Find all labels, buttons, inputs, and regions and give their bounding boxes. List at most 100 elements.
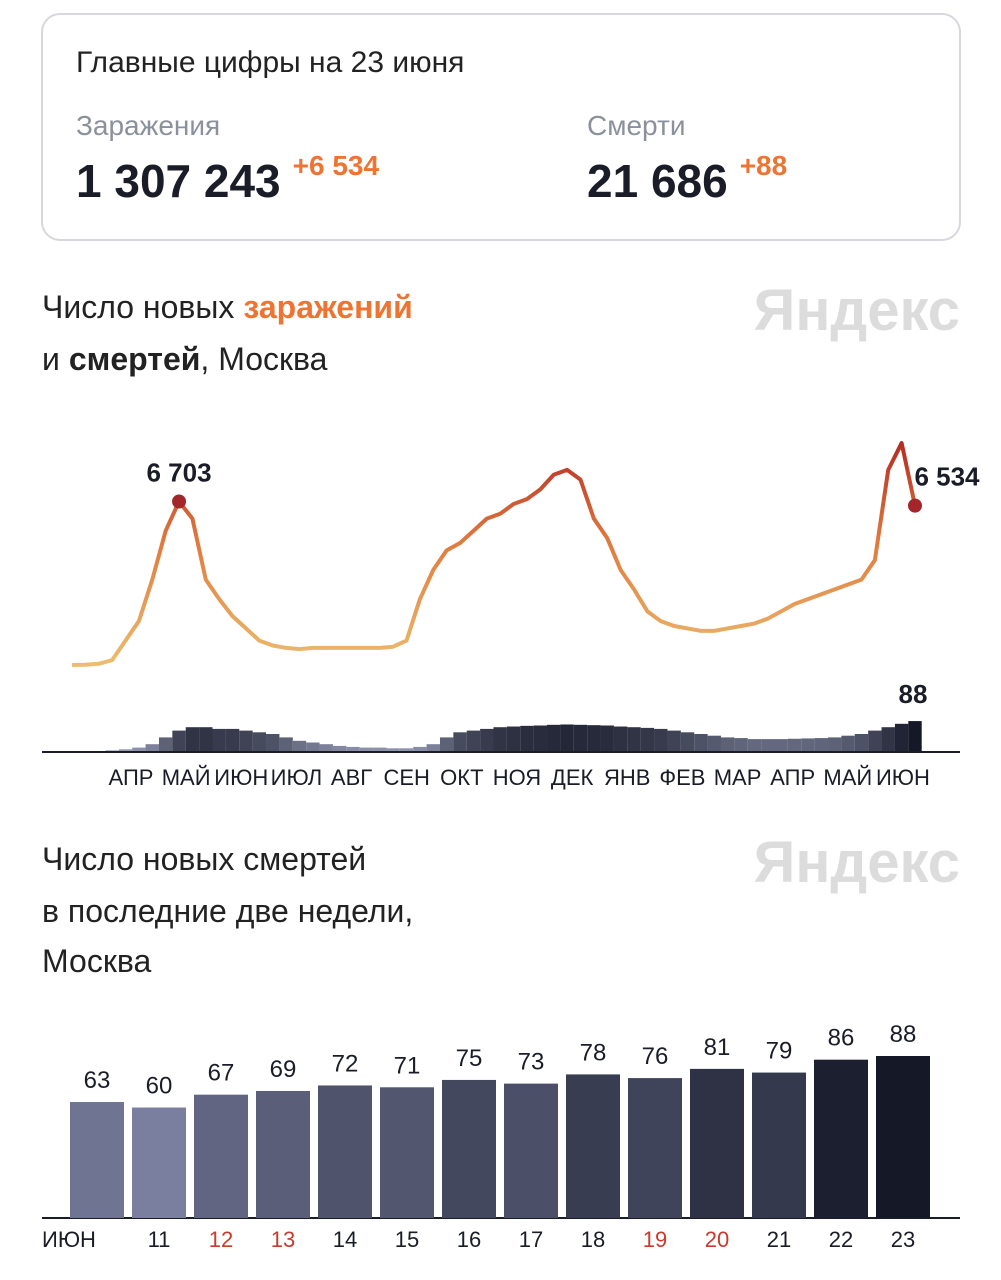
- deaths-bar: [399, 748, 414, 751]
- month-label: АПР: [109, 765, 154, 790]
- deaths-value: 21 686 +88: [587, 150, 787, 207]
- title-part: Число новых: [42, 289, 234, 325]
- cases-label: Заражения: [76, 110, 220, 141]
- deaths-bar: [413, 746, 427, 751]
- chart-title: Число новых смертей: [42, 841, 366, 877]
- deaths-bar: [694, 734, 708, 751]
- deaths-bar: [560, 724, 574, 751]
- value-label: 63: [84, 1067, 111, 1094]
- x-tick-label: 19: [643, 1227, 667, 1252]
- month-label: ФЕВ: [659, 765, 705, 790]
- month-label: ЯНВ: [604, 765, 650, 790]
- watermark: Яндекс: [754, 278, 960, 343]
- deaths-bar: [386, 748, 400, 751]
- value-label: 78: [580, 1039, 607, 1066]
- deaths-bar: [466, 730, 481, 751]
- chart-title: в последние две недели,: [42, 893, 413, 929]
- deaths-bar: [908, 721, 922, 751]
- deaths-bar: [654, 728, 668, 751]
- deaths-bar: [894, 723, 909, 751]
- title-part: и: [42, 341, 60, 377]
- deaths-bar: [439, 737, 454, 751]
- x-tick-label: 23: [891, 1227, 915, 1252]
- deaths-bar: [266, 734, 280, 751]
- chart-title: Число новых заражений: [42, 289, 413, 325]
- deaths-bar: [881, 727, 895, 751]
- value-label: 88: [890, 1021, 917, 1048]
- bar: [132, 1107, 186, 1218]
- deaths-bar: [627, 727, 641, 751]
- deaths-bar: [145, 744, 159, 751]
- deaths-bar: [600, 725, 614, 751]
- deaths-bar: [667, 730, 681, 751]
- deaths-bar: [747, 739, 762, 751]
- deaths-bar: [359, 747, 374, 751]
- deaths-bar: [212, 728, 226, 751]
- value-label: 86: [828, 1025, 855, 1052]
- deaths-bar: [332, 745, 347, 751]
- data-label: 6 703: [147, 458, 212, 488]
- cases-total: 1 307 243: [76, 155, 281, 207]
- deaths-bar: [787, 738, 802, 751]
- bar: [380, 1087, 434, 1218]
- value-label: 71: [394, 1052, 421, 1079]
- deaths-bar: [547, 724, 561, 751]
- deaths-bar: [199, 727, 213, 751]
- deaths-bar: [801, 738, 815, 751]
- deaths-bar: [319, 744, 333, 751]
- chart-title: Москва: [42, 943, 151, 979]
- peak-dot: [908, 498, 922, 513]
- value-label: 73: [518, 1049, 545, 1076]
- bar: [690, 1068, 744, 1218]
- bar: [194, 1094, 248, 1218]
- month-label: МАЙ: [823, 765, 872, 790]
- deaths-bar: [426, 744, 440, 751]
- x-tick-label: 18: [581, 1227, 605, 1252]
- bar: [628, 1078, 682, 1218]
- deaths-bar: [814, 738, 829, 751]
- x-tick-label: 22: [829, 1227, 853, 1252]
- value-label: 81: [704, 1034, 731, 1061]
- month-label: ИЮН: [214, 765, 268, 790]
- deaths-bar: [252, 732, 267, 751]
- month-label: МАЙ: [162, 765, 211, 790]
- deaths-bar: [707, 735, 721, 751]
- deaths-bar: [640, 727, 655, 751]
- summary-card: [41, 13, 961, 241]
- deaths-bar: [533, 725, 548, 751]
- bar: [256, 1090, 310, 1218]
- value-label: 60: [146, 1073, 173, 1100]
- deaths-bar: [868, 730, 882, 751]
- x-tick-label: 16: [457, 1227, 481, 1252]
- watermark: Яндекс: [754, 830, 960, 895]
- x-tick-label: 12: [209, 1227, 233, 1252]
- deaths-bar: [239, 730, 253, 751]
- deaths-bar: [493, 727, 507, 751]
- bar: [814, 1059, 868, 1218]
- x-tick-label: 13: [271, 1227, 295, 1252]
- month-label: АПР: [770, 765, 815, 790]
- deaths-bar: [346, 746, 360, 751]
- x-tick-label: 17: [519, 1227, 543, 1252]
- deaths-bar: [720, 737, 735, 751]
- deaths-bar: [480, 728, 494, 751]
- month-label: АВГ: [331, 765, 372, 790]
- cases-delta: +6 534: [293, 150, 380, 181]
- value-label: 69: [270, 1056, 297, 1083]
- deaths-bar: [279, 737, 293, 751]
- deaths-bar: [854, 734, 869, 751]
- summary-title: Главные цифры на 23 июня: [76, 46, 464, 79]
- cases-line: [71, 441, 917, 667]
- deaths-bar: [520, 725, 534, 751]
- peak-dot: [172, 494, 187, 509]
- month-label: МАР: [714, 765, 762, 790]
- deaths-label: Смерти: [587, 110, 685, 141]
- deaths-bar: [587, 725, 601, 751]
- value-label: 75: [456, 1045, 483, 1072]
- deaths-total: 21 686: [587, 155, 728, 207]
- deaths-bar: [118, 749, 133, 751]
- bar: [504, 1083, 558, 1218]
- deaths-bar: [841, 735, 855, 751]
- deaths-delta: +88: [740, 150, 788, 181]
